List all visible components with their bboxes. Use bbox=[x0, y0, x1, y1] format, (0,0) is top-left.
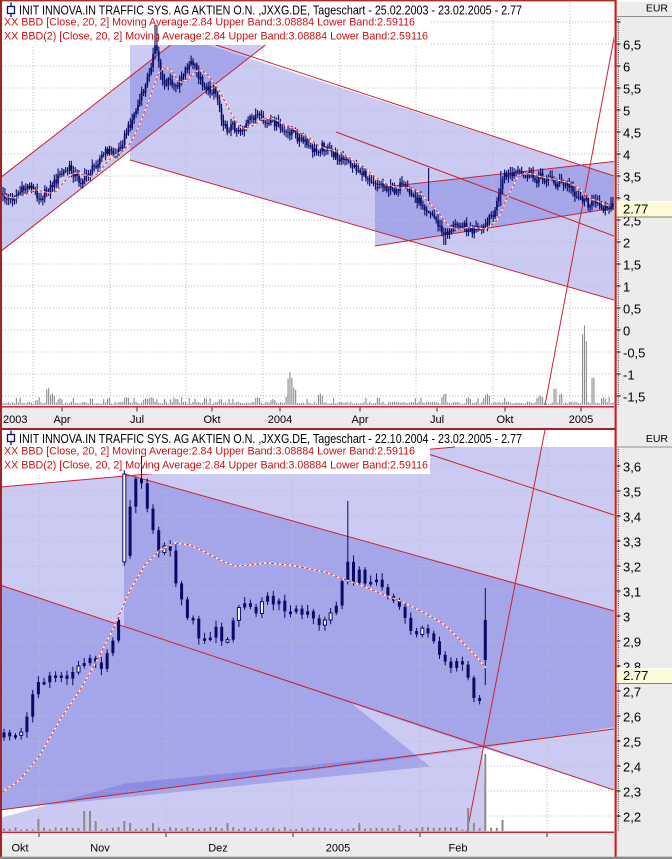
svg-text:3,6: 3,6 bbox=[623, 459, 641, 474]
svg-text:-1: -1 bbox=[623, 367, 635, 382]
svg-text:-1,5: -1,5 bbox=[623, 389, 645, 404]
svg-text:3,3: 3,3 bbox=[623, 534, 641, 549]
svg-text:2003: 2003 bbox=[3, 414, 27, 426]
svg-text:INIT INNOVA.IN TRAFFIC SYS. AG: INIT INNOVA.IN TRAFFIC SYS. AG AKTIEN O.… bbox=[19, 432, 522, 446]
svg-text:XX BBD [Close, 20, 2] Moving A: XX BBD [Close, 20, 2] Moving Average:2.8… bbox=[4, 446, 415, 458]
svg-text:2,2: 2,2 bbox=[623, 809, 641, 824]
svg-text:EUR: EUR bbox=[646, 433, 669, 445]
svg-text:Jul: Jul bbox=[430, 414, 444, 426]
svg-text:6: 6 bbox=[623, 59, 630, 74]
svg-text:6,5: 6,5 bbox=[623, 37, 641, 52]
svg-text:4,5: 4,5 bbox=[623, 125, 641, 140]
svg-text:3,2: 3,2 bbox=[623, 559, 641, 574]
svg-text:2.77: 2.77 bbox=[623, 202, 648, 217]
svg-text:2005: 2005 bbox=[326, 843, 350, 855]
svg-text:Okt: Okt bbox=[11, 843, 28, 855]
svg-text:XX BBD(2) [Close, 20, 2] Movin: XX BBD(2) [Close, 20, 2] Moving Average:… bbox=[4, 460, 428, 472]
svg-text:Apr: Apr bbox=[351, 414, 368, 426]
svg-text:2,3: 2,3 bbox=[623, 784, 641, 799]
svg-text:-0,5: -0,5 bbox=[623, 345, 645, 360]
svg-text:0: 0 bbox=[623, 323, 630, 338]
svg-text:3,4: 3,4 bbox=[623, 509, 641, 524]
svg-text:XX BBD(2) [Close, 20, 2] Movin: XX BBD(2) [Close, 20, 2] Moving Average:… bbox=[4, 31, 428, 43]
svg-text:3,5: 3,5 bbox=[623, 169, 641, 184]
svg-text:Jul: Jul bbox=[130, 414, 144, 426]
svg-text:2.77: 2.77 bbox=[623, 668, 648, 683]
svg-text:0,5: 0,5 bbox=[623, 301, 641, 316]
svg-text:1,5: 1,5 bbox=[623, 257, 641, 272]
svg-text:Okt: Okt bbox=[496, 414, 513, 426]
svg-text:2004: 2004 bbox=[268, 414, 292, 426]
svg-text:2005: 2005 bbox=[569, 414, 593, 426]
svg-text:INIT INNOVA.IN TRAFFIC SYS. AG: INIT INNOVA.IN TRAFFIC SYS. AG AKTIEN O.… bbox=[19, 4, 522, 18]
svg-text:3,5: 3,5 bbox=[623, 484, 641, 499]
svg-text:1: 1 bbox=[623, 279, 630, 294]
svg-text:5: 5 bbox=[623, 103, 630, 118]
svg-text:2,7: 2,7 bbox=[623, 684, 641, 699]
svg-text:2,5: 2,5 bbox=[623, 734, 641, 749]
svg-text:XX BBD [Close, 20, 2] Moving A: XX BBD [Close, 20, 2] Moving Average:2.8… bbox=[4, 17, 415, 29]
svg-text:Okt: Okt bbox=[203, 414, 220, 426]
svg-text:Feb: Feb bbox=[449, 843, 468, 855]
svg-text:5,5: 5,5 bbox=[623, 81, 641, 96]
svg-text:Apr: Apr bbox=[53, 414, 70, 426]
svg-text:3,1: 3,1 bbox=[623, 584, 641, 599]
svg-text:Dez: Dez bbox=[208, 843, 228, 855]
svg-text:2,4: 2,4 bbox=[623, 759, 641, 774]
svg-text:3: 3 bbox=[623, 191, 630, 206]
svg-text:Nov: Nov bbox=[90, 843, 110, 855]
svg-text:2,9: 2,9 bbox=[623, 634, 641, 649]
svg-text:3: 3 bbox=[623, 609, 630, 624]
svg-text:EUR: EUR bbox=[646, 3, 669, 15]
svg-text:2,6: 2,6 bbox=[623, 709, 641, 724]
svg-text:2: 2 bbox=[623, 235, 630, 250]
svg-text:4: 4 bbox=[623, 147, 630, 162]
